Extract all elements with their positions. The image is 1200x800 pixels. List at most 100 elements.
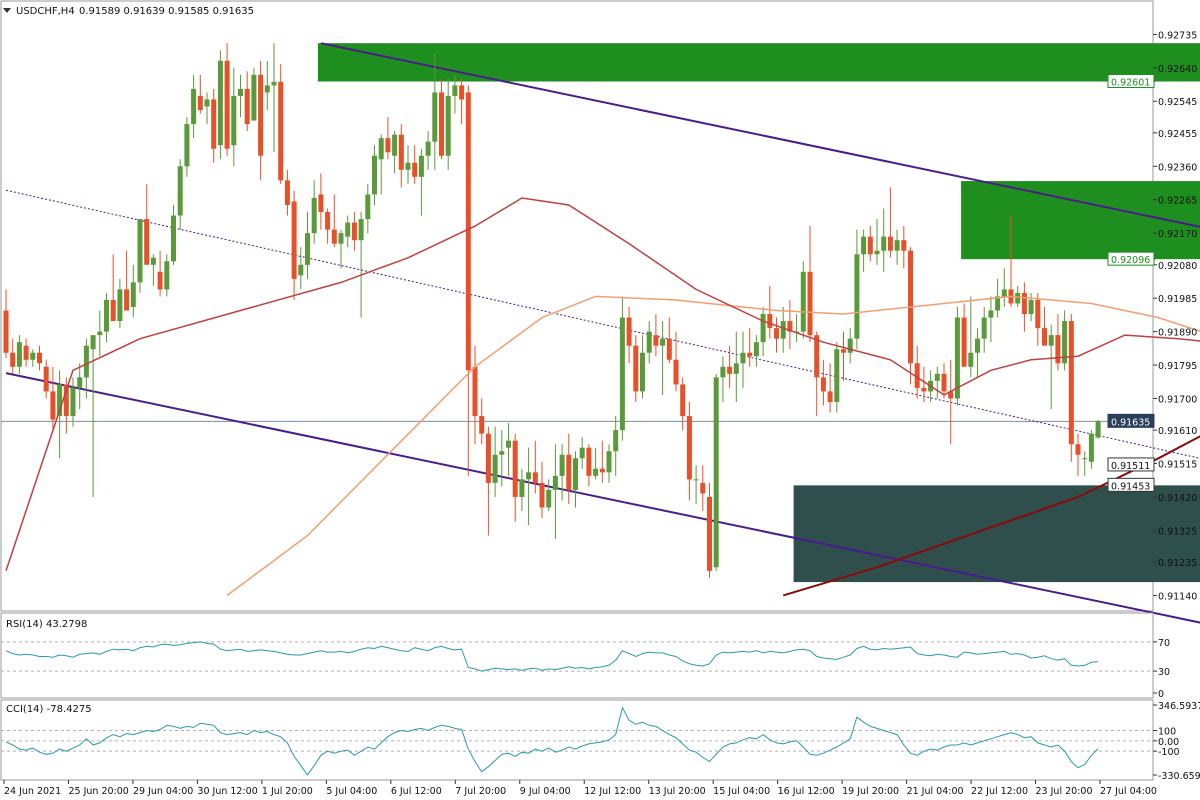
candle-body [740, 352, 746, 364]
price-tick-label: 0.91235 [1158, 558, 1197, 569]
candle-body [425, 141, 431, 156]
candle-body [820, 377, 826, 392]
candle-body [90, 335, 96, 350]
candle [1042, 307, 1047, 346]
candle [30, 349, 36, 367]
candle-body [834, 349, 840, 402]
candle [753, 335, 759, 367]
candle-body [124, 289, 130, 311]
candle [298, 247, 304, 290]
candle-body [479, 416, 485, 434]
candle [171, 204, 176, 265]
candle [532, 440, 538, 494]
candle-body [894, 240, 900, 251]
candle-body [787, 321, 793, 332]
time-tick-label: 5 Jul 04:00 [326, 786, 377, 797]
ma-fast-line [5, 197, 1200, 572]
candle [1035, 292, 1041, 346]
candle-body [50, 391, 56, 420]
candle [901, 226, 907, 269]
candle-body [499, 451, 505, 455]
candle [1055, 314, 1061, 371]
candle [633, 335, 639, 402]
candle-body [70, 387, 76, 417]
candle-body [224, 60, 230, 149]
candle [311, 180, 317, 244]
candle-body [780, 321, 786, 339]
candle [130, 264, 136, 318]
candle [881, 208, 887, 272]
dropdown-triangle-icon[interactable] [3, 8, 11, 13]
candle-body [130, 282, 136, 307]
candle-body [559, 454, 565, 476]
price-tick-label: 0.91795 [1158, 361, 1197, 372]
candle-body [345, 222, 351, 237]
candle-body [365, 194, 371, 220]
rsi-panel[interactable]: 70 30 0 RSI(14) 43.2798 [0, 612, 1170, 700]
price-tick-label: 0.91140 [1158, 591, 1197, 602]
candle [251, 67, 257, 121]
candle [385, 117, 391, 160]
candle [988, 296, 994, 343]
candle-body [861, 236, 867, 255]
price-axis: 0.92735 0.92640 0.92545 0.92455 0.92360 0.922… [1153, 30, 1197, 602]
candle-body [150, 257, 156, 265]
candle-body [164, 261, 170, 290]
candle [1082, 451, 1088, 476]
candle [593, 447, 599, 480]
candle-body [539, 482, 545, 508]
candle [653, 314, 659, 357]
candle-body [827, 391, 833, 402]
rsi-tick-label: 30 [1158, 667, 1170, 678]
candle-body [901, 240, 907, 251]
candle-body [747, 352, 753, 357]
candle-body [1062, 321, 1068, 364]
candle [3, 289, 9, 359]
candle [894, 229, 900, 265]
candle-body [800, 271, 806, 332]
candle [1068, 314, 1074, 462]
candle [640, 335, 645, 399]
rsi-content: 70 30 0 [1, 638, 1170, 700]
supply-zone-upper [317, 43, 1200, 82]
price-tick-label: 0.92640 [1158, 64, 1197, 75]
candle [981, 307, 987, 353]
candle-body [586, 447, 592, 476]
candle [787, 299, 793, 350]
candle [961, 303, 967, 367]
candle-body [988, 310, 994, 318]
candle [586, 444, 592, 487]
candle [686, 401, 692, 501]
candle-body [30, 352, 36, 360]
candle [579, 437, 585, 469]
candle [264, 60, 270, 111]
price-tick-label: 0.92080 [1158, 261, 1197, 272]
candle [184, 117, 190, 177]
candle [954, 307, 960, 406]
rsi-tick-label: 0 [1158, 689, 1164, 700]
candle [499, 430, 505, 487]
candle-body [231, 95, 237, 146]
candle [278, 64, 284, 184]
candle [941, 363, 947, 399]
candle [867, 226, 873, 262]
candle [365, 183, 371, 234]
candle-body [311, 197, 317, 234]
candle-body [278, 81, 284, 181]
candle [217, 50, 223, 160]
price-tick-label: 0.91420 [1158, 493, 1197, 504]
candle-body [774, 328, 779, 339]
candle-body [77, 377, 83, 388]
candle-body [506, 440, 511, 448]
time-tick-label: 12 Jul 12:00 [584, 786, 641, 797]
price-panel[interactable]: 0.92735 0.92640 0.92545 0.92455 0.92360 0.922… [0, 0, 1200, 640]
candle-body [238, 88, 243, 96]
candle [492, 426, 498, 497]
price-tick-label: 0.91515 [1158, 460, 1197, 471]
candle [814, 331, 820, 417]
candle [50, 366, 56, 431]
candle-body [157, 271, 163, 290]
candle [539, 461, 545, 519]
candle [854, 229, 860, 350]
